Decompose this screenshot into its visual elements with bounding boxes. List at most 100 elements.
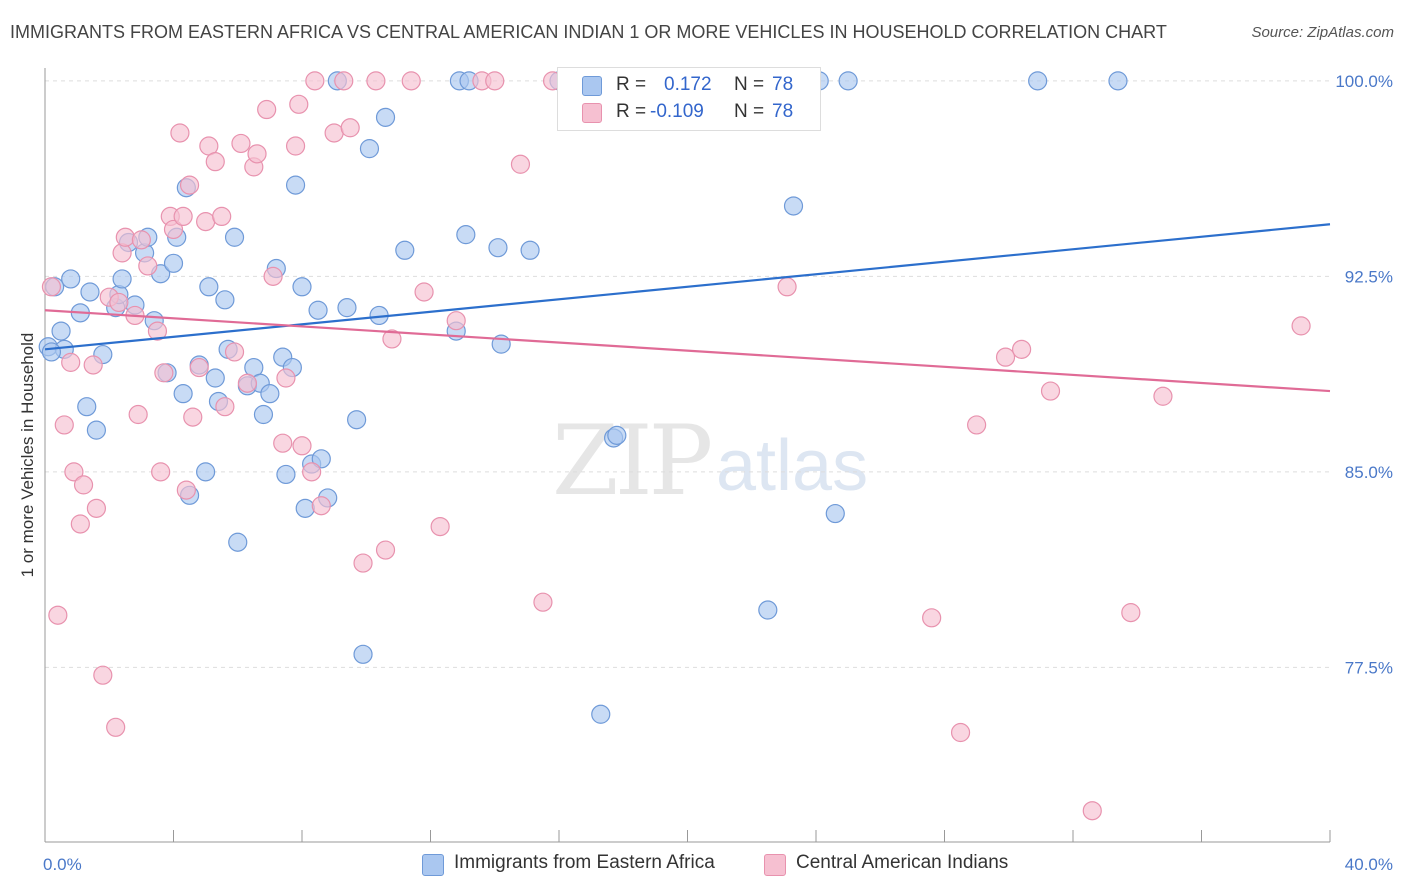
- data-point-eastern-africa: [783, 196, 804, 216]
- data-point-eastern-africa: [591, 704, 611, 724]
- trend-line-eastern-africa: [44, 223, 1331, 351]
- data-point-eastern-africa: [228, 532, 248, 552]
- data-point-central-american-indians: [41, 277, 62, 297]
- data-point-central-american-indians: [64, 462, 84, 482]
- data-point-central-american-indians: [1082, 801, 1102, 821]
- data-point-central-american-indians: [212, 206, 232, 226]
- data-point-central-american-indians: [147, 321, 168, 341]
- data-point-central-american-indians: [138, 256, 158, 276]
- data-point-central-american-indians: [179, 175, 200, 195]
- data-point-eastern-africa: [61, 269, 81, 289]
- data-point-eastern-africa: [224, 227, 245, 247]
- data-point-central-american-indians: [112, 243, 132, 263]
- legend-swatch-pink: [764, 854, 786, 876]
- data-point-central-american-indians: [430, 516, 450, 537]
- data-point-central-american-indians: [353, 553, 373, 573]
- data-point-eastern-africa: [77, 397, 97, 417]
- y-tick-label: 100.0%: [1335, 72, 1393, 91]
- legend-label: Central American Indians: [796, 852, 1009, 873]
- legend-r-value: 0.172: [664, 74, 712, 95]
- data-point-central-american-indians: [151, 462, 171, 482]
- data-point-central-american-indians: [366, 71, 386, 91]
- data-point-eastern-africa: [205, 368, 225, 388]
- data-point-central-american-indians: [292, 436, 312, 456]
- data-point-central-american-indians: [61, 352, 81, 372]
- data-point-eastern-africa: [253, 404, 274, 425]
- legend-r-label: R =: [616, 74, 647, 95]
- data-point-central-american-indians: [70, 514, 90, 534]
- data-point-eastern-africa: [285, 175, 306, 195]
- data-point-central-american-indians: [48, 605, 68, 625]
- data-point-eastern-africa: [292, 277, 312, 297]
- data-point-central-american-indians: [533, 592, 553, 612]
- data-point-central-american-indians: [163, 219, 184, 240]
- data-point-central-american-indians: [128, 404, 148, 425]
- correlation-legend: R = 0.172 N = 78 R = -0.109 N = 78: [557, 67, 821, 131]
- data-point-central-american-indians: [54, 415, 74, 435]
- data-point-central-american-indians: [83, 355, 103, 375]
- data-point-eastern-africa: [260, 384, 280, 404]
- data-point-central-american-indians: [237, 373, 257, 393]
- legend-n-value: 78: [772, 101, 794, 122]
- data-point-eastern-africa: [825, 503, 845, 524]
- data-point-central-american-indians: [224, 342, 245, 362]
- y-tick-label: 92.5%: [1345, 267, 1393, 286]
- data-point-eastern-africa: [173, 384, 193, 404]
- y-tick-label: 77.5%: [1345, 658, 1393, 677]
- data-point-central-american-indians: [73, 475, 94, 495]
- legend-swatch-blue: [422, 854, 444, 876]
- data-point-eastern-africa: [838, 71, 858, 91]
- data-point-central-american-indians: [109, 292, 129, 313]
- data-point-central-american-indians: [276, 368, 296, 388]
- legend-label: Immigrants from Eastern Africa: [454, 852, 715, 873]
- data-point-central-american-indians: [106, 717, 126, 737]
- chart-title: IMMIGRANTS FROM EASTERN AFRICA VS CENTRA…: [10, 22, 1167, 42]
- data-point-central-american-indians: [401, 71, 421, 91]
- data-point-eastern-africa: [359, 139, 380, 159]
- data-point-central-american-indians: [950, 722, 971, 743]
- data-point-eastern-africa: [196, 462, 216, 482]
- data-point-eastern-africa: [308, 300, 328, 320]
- data-point-eastern-africa: [375, 107, 396, 127]
- data-point-eastern-africa: [456, 225, 476, 245]
- data-point-eastern-africa: [215, 290, 235, 310]
- data-point-central-american-indians: [334, 71, 354, 91]
- x-tick-label: 0.0%: [43, 855, 82, 874]
- data-point-central-american-indians: [257, 99, 277, 120]
- source-label: Source: ZipAtlas.com: [1251, 24, 1394, 41]
- data-point-central-american-indians: [777, 277, 797, 297]
- data-point-central-american-indians: [305, 71, 325, 91]
- data-point-central-american-indians: [1153, 386, 1173, 406]
- y-tick-label: 85.0%: [1345, 463, 1393, 482]
- data-point-eastern-africa: [41, 342, 62, 362]
- data-point-eastern-africa: [295, 498, 315, 518]
- data-point-central-american-indians: [86, 498, 107, 518]
- x-tick-label: 40.0%: [1345, 855, 1393, 874]
- data-point-central-american-indians: [375, 540, 396, 560]
- data-point-eastern-africa: [347, 410, 367, 430]
- legend-r-label: R =: [616, 101, 647, 122]
- data-point-eastern-africa: [395, 240, 415, 260]
- data-point-central-american-indians: [263, 266, 283, 286]
- data-point-central-american-indians: [1040, 381, 1061, 401]
- data-point-central-american-indians: [289, 94, 309, 114]
- data-point-eastern-africa: [353, 644, 373, 664]
- data-point-central-american-indians: [1291, 316, 1311, 336]
- data-point-central-american-indians: [231, 133, 251, 154]
- legend-n-label: N =: [734, 101, 765, 122]
- data-point-eastern-africa: [1108, 71, 1128, 91]
- watermark-zip: ZIP: [552, 405, 713, 517]
- data-point-central-american-indians: [183, 407, 203, 427]
- data-point-central-american-indians: [414, 282, 434, 302]
- data-point-central-american-indians: [995, 347, 1016, 367]
- trend-line-central-american-indians: [44, 309, 1331, 393]
- legend-r-value: -0.109: [650, 101, 704, 122]
- data-point-central-american-indians: [311, 496, 331, 516]
- data-point-central-american-indians: [510, 154, 531, 174]
- data-point-central-american-indians: [446, 311, 466, 331]
- data-point-eastern-africa: [80, 282, 100, 302]
- data-point-central-american-indians: [247, 144, 267, 164]
- data-point-central-american-indians: [382, 329, 402, 349]
- data-point-central-american-indians: [170, 123, 190, 143]
- data-point-central-american-indians: [93, 665, 113, 685]
